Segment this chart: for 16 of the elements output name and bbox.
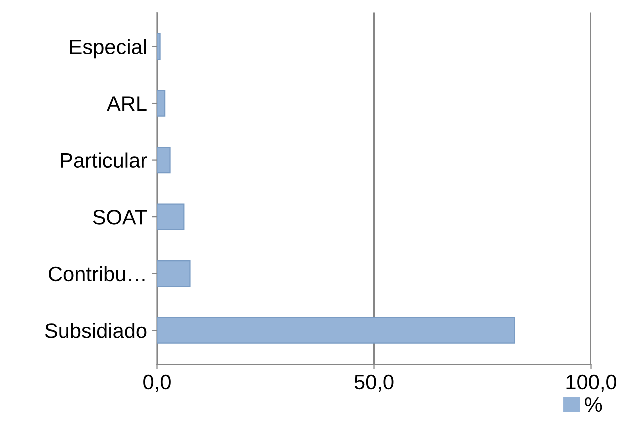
x-tick-label: 50,0 — [354, 374, 394, 392]
y-tick-label: Subsidiado — [45, 323, 147, 338]
bar — [157, 33, 161, 60]
y-tick-label: Contribu… — [49, 266, 145, 282]
legend-label: % — [585, 397, 602, 412]
y-tick-label: Especial — [70, 39, 146, 59]
x-tick-label: 0,0 — [144, 374, 171, 392]
y-tick-label: ARL — [107, 96, 147, 112]
bar — [157, 317, 516, 344]
bar — [157, 146, 171, 174]
x-tick-label: 100,0 — [566, 374, 617, 392]
y-tick-label: SOAT — [93, 210, 148, 225]
bar — [157, 90, 166, 117]
bar — [157, 260, 191, 288]
y-tick-label: Particular — [61, 152, 148, 168]
bar — [157, 204, 185, 230]
